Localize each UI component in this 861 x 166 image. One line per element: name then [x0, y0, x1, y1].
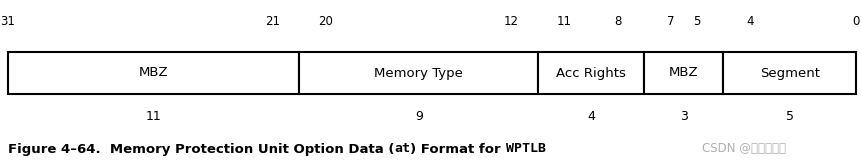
- Bar: [538, 52, 644, 94]
- Text: Memory Type: Memory Type: [375, 67, 463, 80]
- Bar: [300, 52, 538, 94]
- Text: Segment: Segment: [759, 67, 820, 80]
- Text: 11: 11: [146, 110, 162, 123]
- Text: 31: 31: [1, 15, 15, 29]
- Text: 7: 7: [666, 15, 674, 29]
- Text: CSDN @心情复杂机: CSDN @心情复杂机: [702, 142, 786, 156]
- Text: 4: 4: [746, 15, 753, 29]
- Text: Acc Rights: Acc Rights: [556, 67, 626, 80]
- Bar: [723, 52, 856, 94]
- Text: 5: 5: [693, 15, 701, 29]
- Text: 9: 9: [415, 110, 423, 123]
- Text: 0: 0: [852, 15, 859, 29]
- Text: 4: 4: [587, 110, 595, 123]
- Text: 21: 21: [265, 15, 281, 29]
- Text: MBZ: MBZ: [669, 67, 698, 80]
- Text: Figure 4–64.  Memory Protection Unit Option Data (: Figure 4–64. Memory Protection Unit Opti…: [8, 142, 394, 156]
- Text: ) Format for: ) Format for: [411, 142, 505, 156]
- Text: 11: 11: [557, 15, 572, 29]
- Text: WPTLB: WPTLB: [505, 142, 546, 156]
- Bar: [644, 52, 723, 94]
- Text: 5: 5: [786, 110, 794, 123]
- Text: 8: 8: [614, 15, 621, 29]
- Text: MBZ: MBZ: [139, 67, 169, 80]
- Text: 3: 3: [680, 110, 688, 123]
- Text: 12: 12: [504, 15, 519, 29]
- Text: at: at: [394, 142, 411, 156]
- Text: 20: 20: [319, 15, 333, 29]
- Bar: [8, 52, 300, 94]
